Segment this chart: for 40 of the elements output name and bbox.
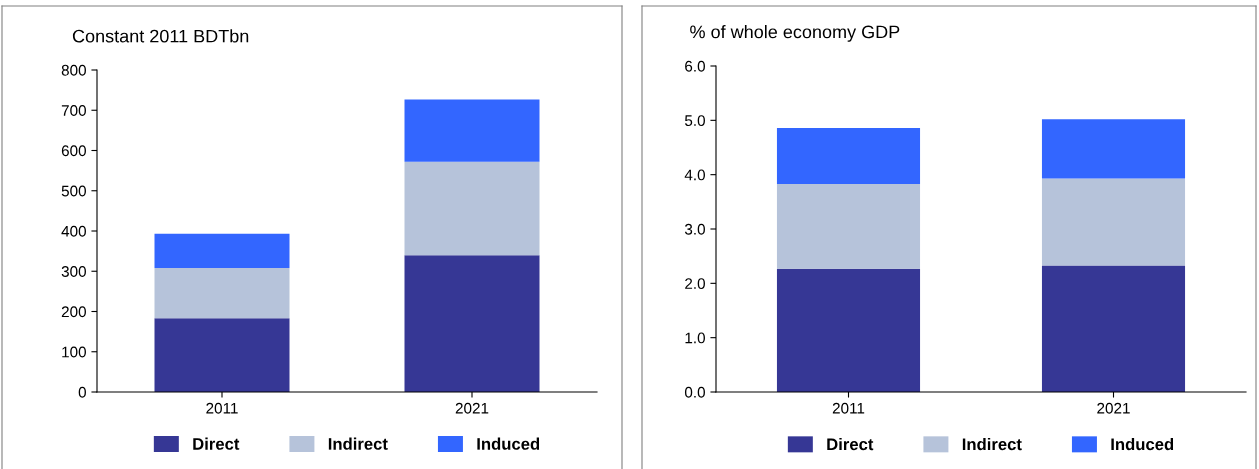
bar (154, 318, 290, 392)
bar (776, 268, 921, 392)
chart-title: % of whole economy GDP (690, 25, 900, 42)
chart-title: Constant 2011 BDTbn (72, 29, 249, 43)
bar (404, 99, 540, 162)
y-tick-label: 1.0 (685, 332, 705, 344)
y-tick-label: 500 (61, 185, 86, 197)
y-tick-label: 0 (78, 386, 86, 398)
legend-label: Induced (1111, 437, 1174, 451)
legend-label: Direct (827, 437, 874, 451)
legend-label: Induced (477, 437, 540, 450)
bar (776, 183, 921, 269)
bar (404, 255, 540, 392)
bar (154, 233, 290, 269)
x-tick-label: 2021 (455, 402, 489, 414)
y-tick-label: 700 (61, 105, 86, 116)
y-tick-label: 300 (61, 266, 86, 277)
y-tick-label: 600 (61, 145, 86, 157)
y-tick-label: 3.0 (684, 223, 705, 235)
y-tick-label: 0.0 (684, 386, 705, 398)
legend-label: Direct (193, 437, 240, 450)
y-tick-label: 6.0 (685, 60, 705, 72)
y-tick-label: 400 (61, 225, 86, 237)
x-tick-label: 2011 (832, 402, 865, 414)
y-tick-label: 100 (62, 346, 86, 358)
x-tick-label: 2021 (1097, 402, 1130, 414)
bar (1041, 119, 1186, 179)
legend-label: Indirect (962, 437, 1022, 451)
y-tick-label: 800 (61, 64, 86, 76)
bar (154, 268, 290, 319)
y-tick-label: 4.0 (684, 169, 705, 181)
y-tick-label: 200 (61, 306, 86, 318)
bar (404, 161, 540, 256)
y-tick-label: 2.0 (685, 278, 705, 290)
y-tick-label: 5.0 (684, 115, 705, 127)
legend-label: Indirect (328, 437, 388, 450)
bar (776, 127, 921, 184)
bar (1041, 178, 1186, 266)
x-tick-label: 2011 (206, 402, 238, 414)
bar (1041, 265, 1186, 392)
